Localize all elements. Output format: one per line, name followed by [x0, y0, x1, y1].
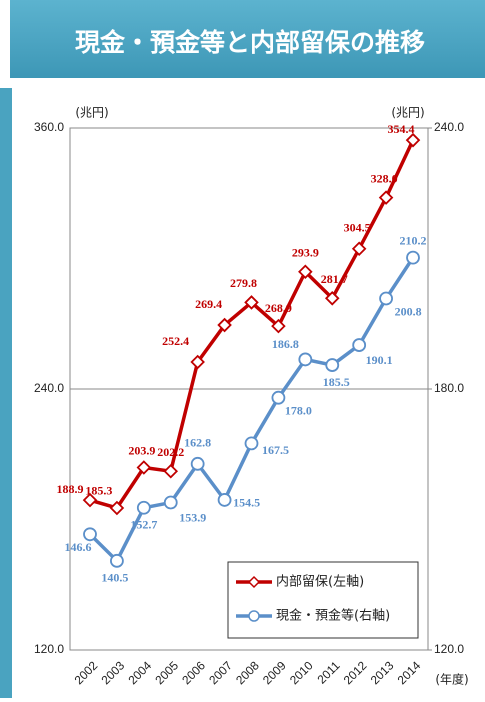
value-label: 152.7 [130, 518, 157, 532]
marker [298, 352, 313, 367]
value-label: 354.4 [388, 122, 415, 136]
marker [217, 493, 232, 507]
legend-marker [248, 610, 260, 622]
page-title: 現金・預金等と内部留保の推移 [75, 28, 425, 57]
marker [352, 338, 367, 352]
y2-unit: (兆円) [391, 106, 424, 120]
marker [190, 354, 205, 370]
value-label: 188.9 [57, 482, 84, 496]
value-label: 178.0 [285, 403, 312, 417]
marker [244, 295, 259, 310]
marker [351, 241, 367, 256]
value-label: 167.5 [262, 443, 289, 457]
value-label: 202.2 [157, 445, 184, 459]
value-label: 293.9 [292, 246, 319, 260]
value-label: 203.9 [128, 443, 155, 457]
marker [379, 291, 393, 306]
marker [244, 436, 259, 451]
legend-label: 内部留保(左軸) [276, 574, 364, 590]
side-strip [0, 88, 12, 698]
value-label: 200.8 [395, 304, 422, 318]
x-unit: (年度) [435, 672, 468, 687]
marker [136, 500, 151, 515]
value-label: 185.3 [85, 484, 112, 498]
legend-marker [247, 575, 261, 589]
header-bar [10, 0, 485, 78]
marker [298, 264, 313, 280]
marker [163, 463, 179, 479]
value-label: 186.8 [272, 337, 299, 351]
marker [110, 553, 124, 568]
y2-tick-label: 120.0 [434, 642, 464, 656]
marker [109, 500, 125, 516]
marker [378, 190, 394, 205]
marker [83, 527, 97, 542]
marker [190, 456, 205, 471]
value-label: 162.8 [184, 436, 211, 450]
marker [82, 492, 98, 508]
value-label: 146.6 [65, 540, 92, 554]
value-label: 279.8 [230, 276, 257, 290]
value-label: 269.4 [195, 297, 222, 311]
legend-label: 現金・預金等(右軸) [276, 608, 390, 624]
marker [325, 358, 340, 372]
value-label: 210.2 [400, 233, 427, 247]
value-label: 252.4 [162, 334, 189, 348]
marker [405, 132, 421, 148]
y-tick-label: 360.0 [34, 120, 64, 134]
y-tick-label: 120.0 [34, 642, 64, 656]
y2-tick-label: 240.0 [434, 120, 464, 134]
value-label: 304.5 [344, 220, 371, 234]
marker [271, 390, 286, 405]
value-label: 185.5 [323, 375, 350, 389]
y-tick-label: 240.0 [34, 381, 64, 395]
marker [324, 291, 340, 306]
marker [217, 317, 232, 333]
marker [163, 495, 178, 510]
value-label: 154.5 [233, 496, 260, 510]
marker [406, 250, 420, 265]
value-label: 281.7 [321, 272, 348, 286]
value-label: 268.9 [265, 301, 292, 315]
marker [136, 460, 152, 475]
value-label: 140.5 [101, 571, 128, 585]
y2-tick-label: 180.0 [434, 381, 464, 395]
y-unit: (兆円) [75, 106, 108, 120]
value-label: 190.1 [366, 353, 393, 367]
value-label: 153.9 [179, 510, 206, 524]
marker [271, 318, 286, 334]
value-label: 328.0 [371, 171, 398, 185]
legend-box [227, 561, 419, 639]
